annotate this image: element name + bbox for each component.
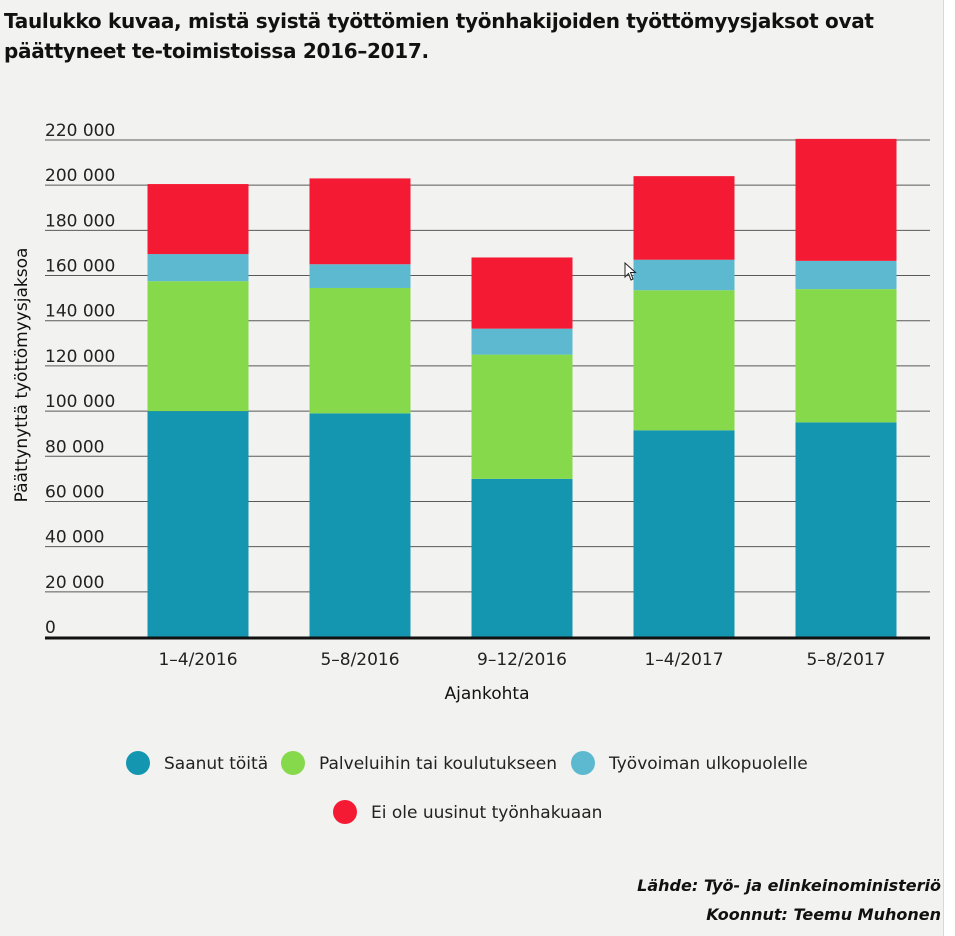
legend-item: Palveluihin tai koulutukseen [281,751,557,775]
bar-segment [471,478,573,637]
page-scroll-edge [943,0,955,936]
bar-segment [471,257,573,329]
bar-segment [471,354,573,479]
legend-label: Ei ole uusinut työnhakuaan [371,803,602,823]
bar-segment [633,290,735,431]
legend-swatch [333,800,357,824]
bar-segment [147,281,249,412]
legend-label: Palveluihin tai koulutukseen [319,754,557,774]
y-axis-title: Päättynyttä työttömyysjaksoa [12,248,32,503]
legend-swatch [281,751,305,775]
bar-segment [147,411,249,637]
legend-label: Saanut töitä [164,754,268,774]
y-tick-label: 120 000 [45,347,115,367]
bar-segment [795,260,897,290]
legend-swatch [571,751,595,775]
chart-title: Taulukko kuvaa, mistä syistä työttömien … [4,9,874,63]
mouse-cursor-icon [624,262,637,281]
y-tick-label: 140 000 [45,302,115,322]
y-tick-label: 80 000 [45,437,104,457]
y-tick-label: 180 000 [45,211,115,231]
bar-segment [795,422,897,637]
legend-item: Ei ole uusinut työnhakuaan [333,800,602,824]
y-tick-label: 100 000 [45,392,115,412]
x-axis-title: Ajankohta [444,684,529,704]
x-axis-ticks: 1–4/2016 5–8/2016 9–12/2016 1–4/2017 5–8/201… [158,650,885,670]
compiler-credit: Koonnut: Teemu Muhonen [706,905,941,924]
x-tick-label: 1–4/2017 [644,650,723,670]
y-tick-label: 160 000 [45,257,115,277]
bar-segment [471,328,573,355]
y-tick-label: 40 000 [45,528,104,548]
x-tick-label: 5–8/2016 [320,650,399,670]
legend: Saanut töitä Palveluihin tai koulutukseen… [126,751,808,824]
stacked-bar-chart: 0 20 000 40 000 60 000 80 000 100 000 120 000 1… [12,121,930,824]
legend-label: Työvoiman ulkopuolelle [608,754,808,774]
bar-segment [309,413,411,637]
bar-segment [309,178,411,265]
bar-segment [309,264,411,288]
bar-segment [633,259,735,291]
x-tick-label: 9–12/2016 [477,650,567,670]
bar-segment [795,289,897,423]
legend-swatch [126,751,150,775]
x-tick-label: 5–8/2017 [806,650,885,670]
bar-segment [309,287,411,414]
bar-segment [633,176,735,260]
x-tick-label: 1–4/2016 [158,650,237,670]
source-credit: Lähde: Työ- ja elinkeinoministeriö [637,876,941,895]
y-tick-label: 0 [45,618,56,638]
y-tick-label: 200 000 [45,166,115,186]
bars [147,138,897,637]
legend-item: Saanut töitä [126,751,268,775]
y-tick-label: 220 000 [45,121,115,141]
y-tick-label: 20 000 [45,573,104,593]
y-tick-label: 60 000 [45,482,104,502]
bar-segment [147,254,249,282]
legend-item: Työvoiman ulkopuolelle [571,751,808,775]
bar-segment [147,184,249,255]
y-axis-ticks: 0 20 000 40 000 60 000 80 000 100 000 120 000 1… [45,121,115,638]
bar-segment [795,138,897,261]
bar-segment [633,430,735,637]
